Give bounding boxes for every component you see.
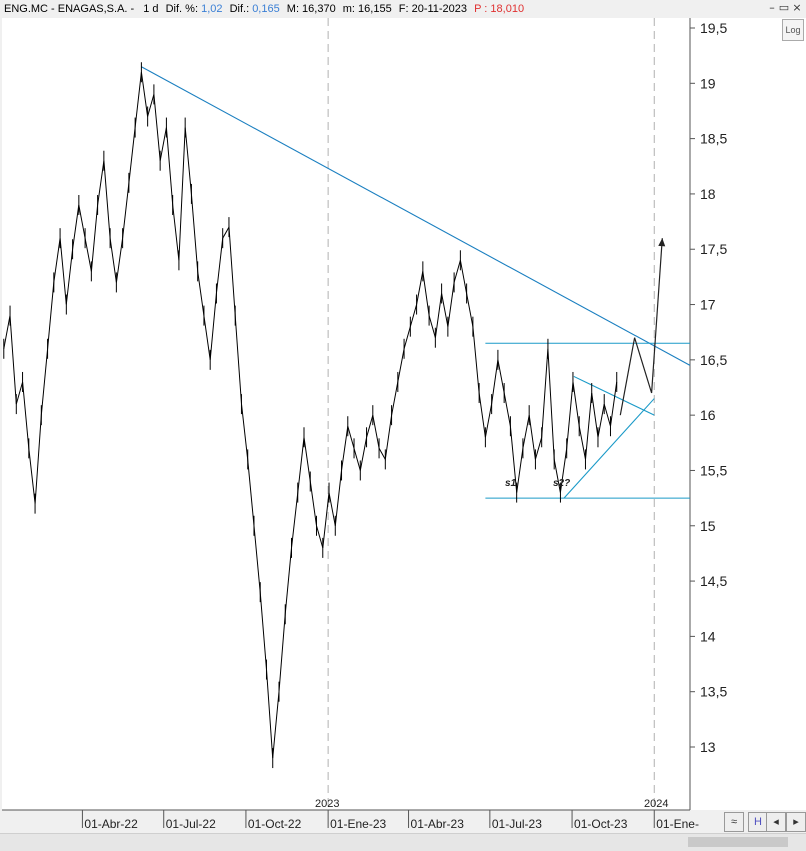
chart-header: ENG.MC - ENAGAS,S.A. - 1 d Dif. %: 1,02 … — [4, 3, 524, 17]
year-dividers — [327, 18, 655, 810]
y-tick-label: 18 — [700, 186, 716, 202]
minimize-button[interactable]: – — [769, 1, 775, 14]
year-label-2024: 2024 — [644, 798, 668, 810]
y-tick-label: 13,5 — [700, 684, 727, 700]
x-tick-label: 01-Jul-23 — [492, 817, 542, 831]
close-button[interactable]: × — [792, 1, 802, 14]
y-tick-label: 14 — [700, 628, 716, 644]
y-tick-label: 16,5 — [700, 352, 727, 368]
scroll-right-icon[interactable]: ▸ — [786, 812, 806, 832]
period-label: 1 d — [143, 3, 159, 15]
projection-layer — [619, 238, 666, 416]
x-tick-label: 01-Oct-23 — [574, 817, 628, 831]
dif-pct-value: 1,02 — [201, 3, 223, 15]
dif-label: Dif.: — [229, 3, 250, 15]
price-label: P : 18,010 — [474, 3, 525, 15]
symbol-label: ENG.MC - ENAGAS,S.A. - — [4, 3, 135, 15]
year-label-2023: 2023 — [315, 798, 339, 810]
y-tick-label: 16 — [700, 407, 716, 423]
bar-style-icon[interactable]: H — [748, 812, 768, 832]
projection-path — [619, 238, 663, 416]
dif-pct-label: Dif. %: — [165, 3, 199, 15]
trendline-layer — [141, 66, 691, 499]
y-tick-label: 17,5 — [700, 241, 727, 257]
price-layer — [3, 62, 618, 769]
x-tick-label: 01-Oct-22 — [248, 817, 302, 831]
y-tick-label: 15 — [700, 518, 716, 534]
wave-tool-icon[interactable]: ≈ — [724, 812, 744, 832]
x-axis-ticks: 01-Abr-22 01-Jul-22 01-Oct-22 01-Ene-23 01-A… — [81, 810, 699, 831]
y-tick-label: 19,5 — [700, 20, 727, 36]
y-axis-ticks: 19,5 19 18,5 18 17,5 17 16,5 16 15,5 15 14,5 14 13,5… — [690, 20, 727, 755]
restore-button[interactable]: ▭ — [778, 1, 790, 14]
axis-area — [690, 18, 806, 810]
min-label: m: 16,155 — [342, 3, 392, 15]
plot-area — [2, 18, 690, 810]
x-tick-label: 01-Ene-23 — [330, 817, 386, 831]
scroll-left-icon[interactable]: ◂ — [766, 812, 786, 832]
x-tick-label: 01-Abr-23 — [411, 817, 465, 831]
x-tick-label: 01-Ene- — [656, 817, 699, 831]
y-tick-label: 15,5 — [700, 462, 727, 478]
x-tick-label: 01-Abr-22 — [84, 817, 138, 831]
y-tick-label: 14,5 — [700, 573, 727, 589]
dif-value: 0,165 — [252, 3, 280, 15]
s2-annotation: s2? — [553, 478, 570, 489]
trendline-0 — [141, 66, 691, 366]
projection-arrowhead — [658, 238, 666, 247]
trendline-3 — [563, 398, 655, 499]
y-tick-label: 18,5 — [700, 131, 727, 147]
trendline-4 — [573, 375, 655, 416]
scrollbar-thumb[interactable] — [688, 837, 788, 847]
log-scale-button[interactable]: Log — [782, 19, 804, 41]
date-label: F: 20-11-2023 — [398, 3, 468, 15]
s1-annotation: s1 — [505, 478, 517, 489]
x-tick-label: 01-Jul-22 — [166, 817, 216, 831]
y-tick-label: 19 — [700, 75, 716, 91]
y-tick-label: 13 — [700, 739, 716, 755]
max-label: M: 16,370 — [286, 3, 336, 15]
y-tick-label: 17 — [700, 297, 716, 313]
horizontal-scrollbar[interactable] — [0, 833, 806, 851]
